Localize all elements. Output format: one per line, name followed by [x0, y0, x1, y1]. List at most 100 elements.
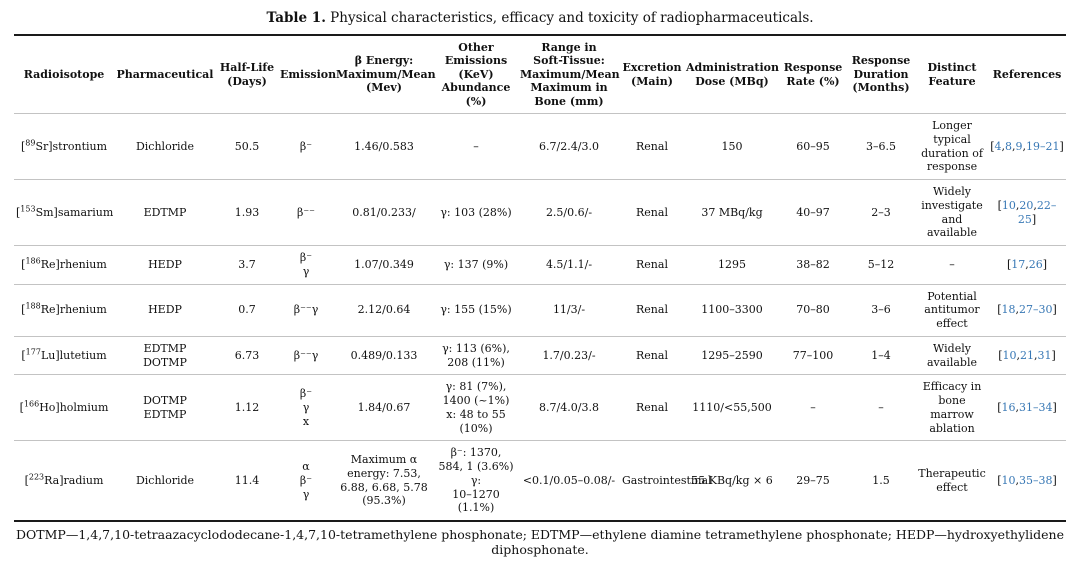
cell-half-life: 0.7 — [216, 283, 278, 337]
citation-link[interactable]: 10 — [1002, 348, 1017, 362]
cell-other-emissions: γ: 137 (9%) — [434, 245, 518, 285]
cell-range: 8.7/4.0/3.8 — [518, 374, 620, 441]
cell-half-life: 1.93 — [216, 179, 278, 246]
col-header-other-emissions: Other Emissions (KeV) Abundance (%) — [441, 41, 511, 108]
citation-link[interactable]: 17 — [1011, 257, 1026, 271]
cell-emission: β⁻ γ x — [278, 374, 334, 441]
citation-bracket: ] — [1042, 257, 1048, 271]
col-header-range: Range in Soft-Tissue: Maximum/Mean Maximum … — [520, 41, 620, 108]
cell-excretion: Renal — [620, 245, 684, 285]
isotope-mass-number: 177 — [25, 347, 41, 356]
cell-response-rate: 60–95 — [780, 113, 846, 180]
cell-distinct-feature: – — [916, 245, 988, 285]
cell-references: [16,31–34] — [988, 374, 1066, 441]
cell-excretion: Renal — [620, 283, 684, 337]
table-row: [153Sm]samarium EDTMP 1.93 β⁻⁻ 0.81/0.233/γ:… — [14, 179, 1066, 246]
table-title-label: Table 1. — [266, 10, 326, 26]
table-row: [166Ho]holmium DOTMP EDTMP 1.12 β⁻ γ x 1.84/0.6… — [14, 374, 1066, 441]
cell-admin-dose: 37 MBq/kg — [684, 179, 780, 246]
table-row: [223Ra]radium Dichloride 11.4 α β⁻ γ Maximum α… — [14, 440, 1066, 522]
col-header-pharmaceutical: Pharmaceutical — [116, 67, 214, 81]
table-title: Table 1. Physical characteristics, effic… — [0, 10, 1080, 26]
citation-link[interactable]: 31 — [1037, 348, 1052, 362]
citation-separator: , — [1034, 348, 1038, 362]
col-header-radioisotope: Radioisotope — [23, 67, 105, 81]
col-header-half-life: Half-Life (Days) — [219, 61, 275, 88]
citation-link[interactable]: 21 — [1020, 348, 1034, 362]
citation-link[interactable]: 19–21 — [1026, 139, 1060, 153]
cell-radioisotope: [89Sr]strontium — [14, 113, 114, 180]
cell-pharmaceutical: EDTMP — [114, 179, 216, 246]
cell-admin-dose: 55 KBq/kg × 6 — [684, 440, 780, 522]
cell-response-rate: 38–82 — [780, 245, 846, 285]
cell-excretion: Gastrointestinal — [620, 440, 712, 522]
cell-pharmaceutical: DOTMP EDTMP — [114, 374, 216, 441]
cell-references: [4,8,9,19–21] — [988, 113, 1066, 180]
cell-pharmaceutical: Dichloride — [114, 113, 216, 180]
table-header-row: Radioisotope Pharmaceutical Half-Life (Days… — [14, 35, 1066, 114]
citation-link[interactable]: 8 — [1005, 139, 1012, 153]
citation-separator: , — [1033, 198, 1037, 212]
citation-separator: , — [1001, 139, 1006, 153]
cell-beta-energy: 0.81/0.233/ — [334, 179, 434, 246]
cell-half-life: 1.12 — [216, 374, 278, 441]
citation-separator: , — [1025, 257, 1029, 271]
citation-link[interactable]: 9 — [1015, 139, 1023, 153]
citation-separator: , — [1015, 473, 1020, 487]
table-footnote: DOTMP—1,4,7,10-tetraazacyclododecane-1,4… — [16, 527, 1064, 558]
citation-link[interactable]: 4 — [994, 139, 1002, 153]
cell-radioisotope: [153Sm]samarium — [14, 179, 114, 246]
citation-separator: , — [1015, 303, 1020, 317]
citation-bracket: [ — [997, 400, 1002, 414]
cell-pharmaceutical: Dichloride — [114, 440, 216, 522]
col-header-response-rate: Response Rate (%) — [783, 61, 843, 88]
citation-link[interactable]: 22–25 — [1017, 198, 1057, 226]
cell-excretion: Renal — [620, 335, 684, 375]
citation-link[interactable]: 31–34 — [1019, 400, 1053, 414]
cell-emission: β⁻⁻ — [278, 179, 334, 246]
citation-separator: , — [1016, 348, 1021, 362]
table-row: [177Lu]lutetium EDTMP DOTMP 6.73 β⁻⁻γ 0.489/0… — [14, 335, 1066, 375]
cell-distinct-feature: Widely investigate and available — [916, 179, 988, 246]
table-row: [89Sr]strontium Dichloride 50.5 β⁻ 1.46/0.58… — [14, 113, 1066, 180]
citation-bracket: [ — [997, 198, 1002, 212]
isotope-mass-number: 188 — [25, 301, 41, 311]
citation-link[interactable]: 10 — [1001, 473, 1016, 487]
isotope-mass-number: 89 — [25, 138, 36, 147]
citation-link[interactable]: 18 — [1001, 303, 1016, 317]
citation-link[interactable]: 20 — [1019, 198, 1034, 212]
citation-link[interactable]: 10 — [1001, 198, 1016, 212]
cell-beta-energy: 1.07/0.349 — [334, 245, 434, 285]
cell-distinct-feature: Longer typical duration of response — [916, 113, 988, 180]
cell-radioisotope: [186Re]rhenium — [14, 245, 114, 285]
cell-response-duration: 5–12 — [846, 245, 916, 285]
col-header-emission: Emission — [280, 67, 337, 81]
cell-radioisotope: [188Re]rhenium — [14, 283, 114, 337]
cell-response-rate: 29–75 — [780, 440, 846, 522]
citation-link[interactable]: 26 — [1028, 257, 1043, 271]
citation-link[interactable]: 27–30 — [1019, 303, 1053, 317]
cell-other-emissions: β⁻: 1370, 584, 1 (3.6%) γ: 10–1270 (1.1%) — [434, 440, 518, 522]
citation-bracket: [ — [1006, 257, 1012, 271]
cell-beta-energy: 2.12/0.64 — [334, 283, 434, 337]
isotope-mass-number: 166 — [23, 399, 40, 409]
cell-half-life: 50.5 — [216, 113, 278, 180]
cell-other-emissions: γ: 155 (15%) — [434, 283, 518, 337]
citation-bracket: [ — [997, 303, 1002, 317]
citation-link[interactable]: 35–38 — [1019, 473, 1053, 487]
col-header-admin-dose: Administration Dose (MBq) — [686, 61, 780, 88]
cell-excretion: Renal — [620, 179, 684, 246]
cell-response-duration: 1.5 — [846, 440, 916, 522]
cell-pharmaceutical: HEDP — [114, 245, 216, 285]
cell-response-duration: – — [846, 374, 916, 441]
cell-references: [10,35–38] — [988, 440, 1066, 522]
col-header-distinct-feature: Distinct Feature — [927, 61, 977, 88]
cell-emission: β⁻ — [278, 113, 334, 180]
table-row: [186Re]rhenium HEDP 3.7 β⁻ γ 1.07/0.349 γ: 137… — [14, 245, 1066, 285]
cell-admin-dose: 150 — [684, 113, 780, 180]
cell-references: [17,26] — [988, 245, 1066, 285]
cell-references: [10,20,22–25] — [988, 179, 1066, 246]
cell-response-duration: 3–6.5 — [846, 113, 916, 180]
citation-link[interactable]: 16 — [1001, 400, 1016, 414]
